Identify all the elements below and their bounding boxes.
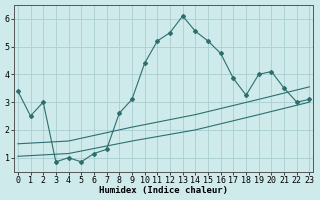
X-axis label: Humidex (Indice chaleur): Humidex (Indice chaleur) — [99, 186, 228, 195]
